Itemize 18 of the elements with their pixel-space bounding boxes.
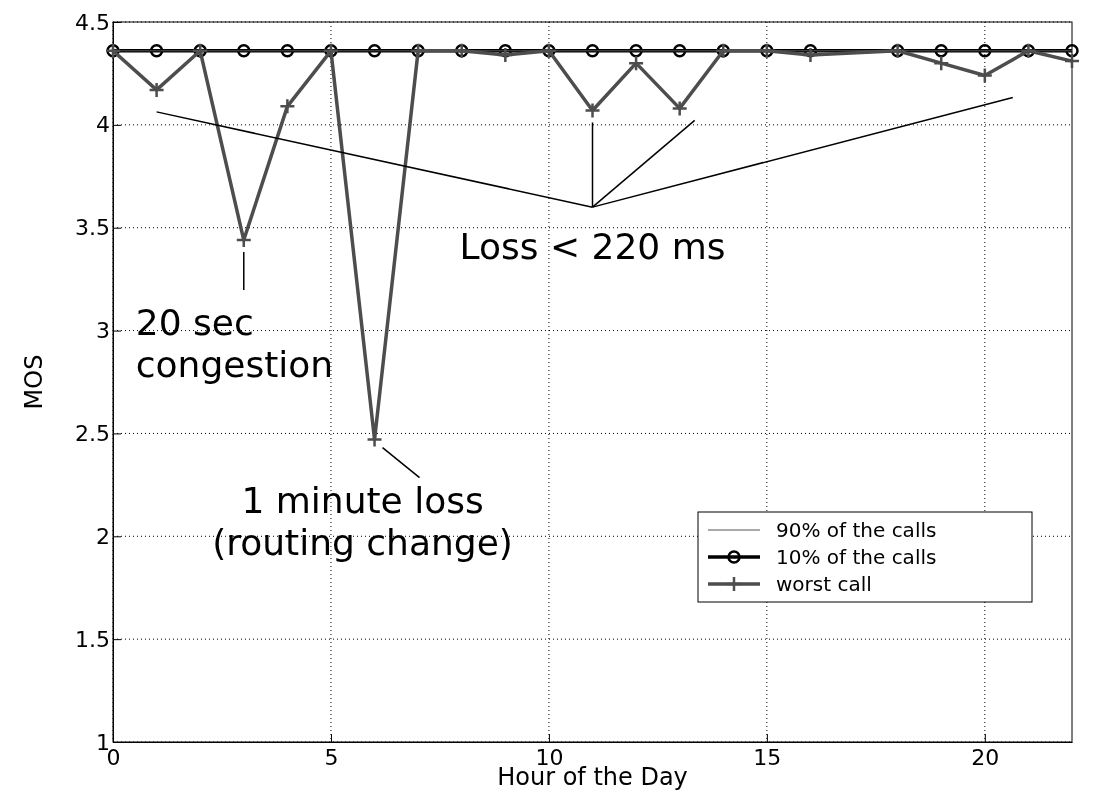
- y-tick-label: 4: [96, 112, 110, 138]
- x-tick-label: 20: [971, 744, 1000, 770]
- annotation: 1 minute loss (routing change): [212, 479, 513, 563]
- x-tick-label: 15: [753, 744, 782, 770]
- y-tick-label: 3: [96, 318, 110, 344]
- x-tick-label: 5: [324, 744, 339, 770]
- y-tick-label: 2.5: [75, 420, 110, 446]
- x-tick-label: 10: [535, 744, 564, 770]
- legend-label: worst call: [776, 572, 872, 596]
- legend-label: 10% of the calls: [776, 545, 937, 569]
- y-tick-label: 2: [96, 523, 110, 549]
- y-tick-label: 3.5: [75, 215, 110, 241]
- legend-label: 90% of the calls: [776, 518, 937, 542]
- y-tick-label: 4.5: [75, 9, 110, 35]
- y-axis-title: MOS: [20, 354, 48, 410]
- y-tick-label: 1.5: [75, 626, 110, 652]
- annotation: 20 sec congestion: [135, 302, 334, 386]
- annotation: Loss < 220 ms: [459, 226, 726, 268]
